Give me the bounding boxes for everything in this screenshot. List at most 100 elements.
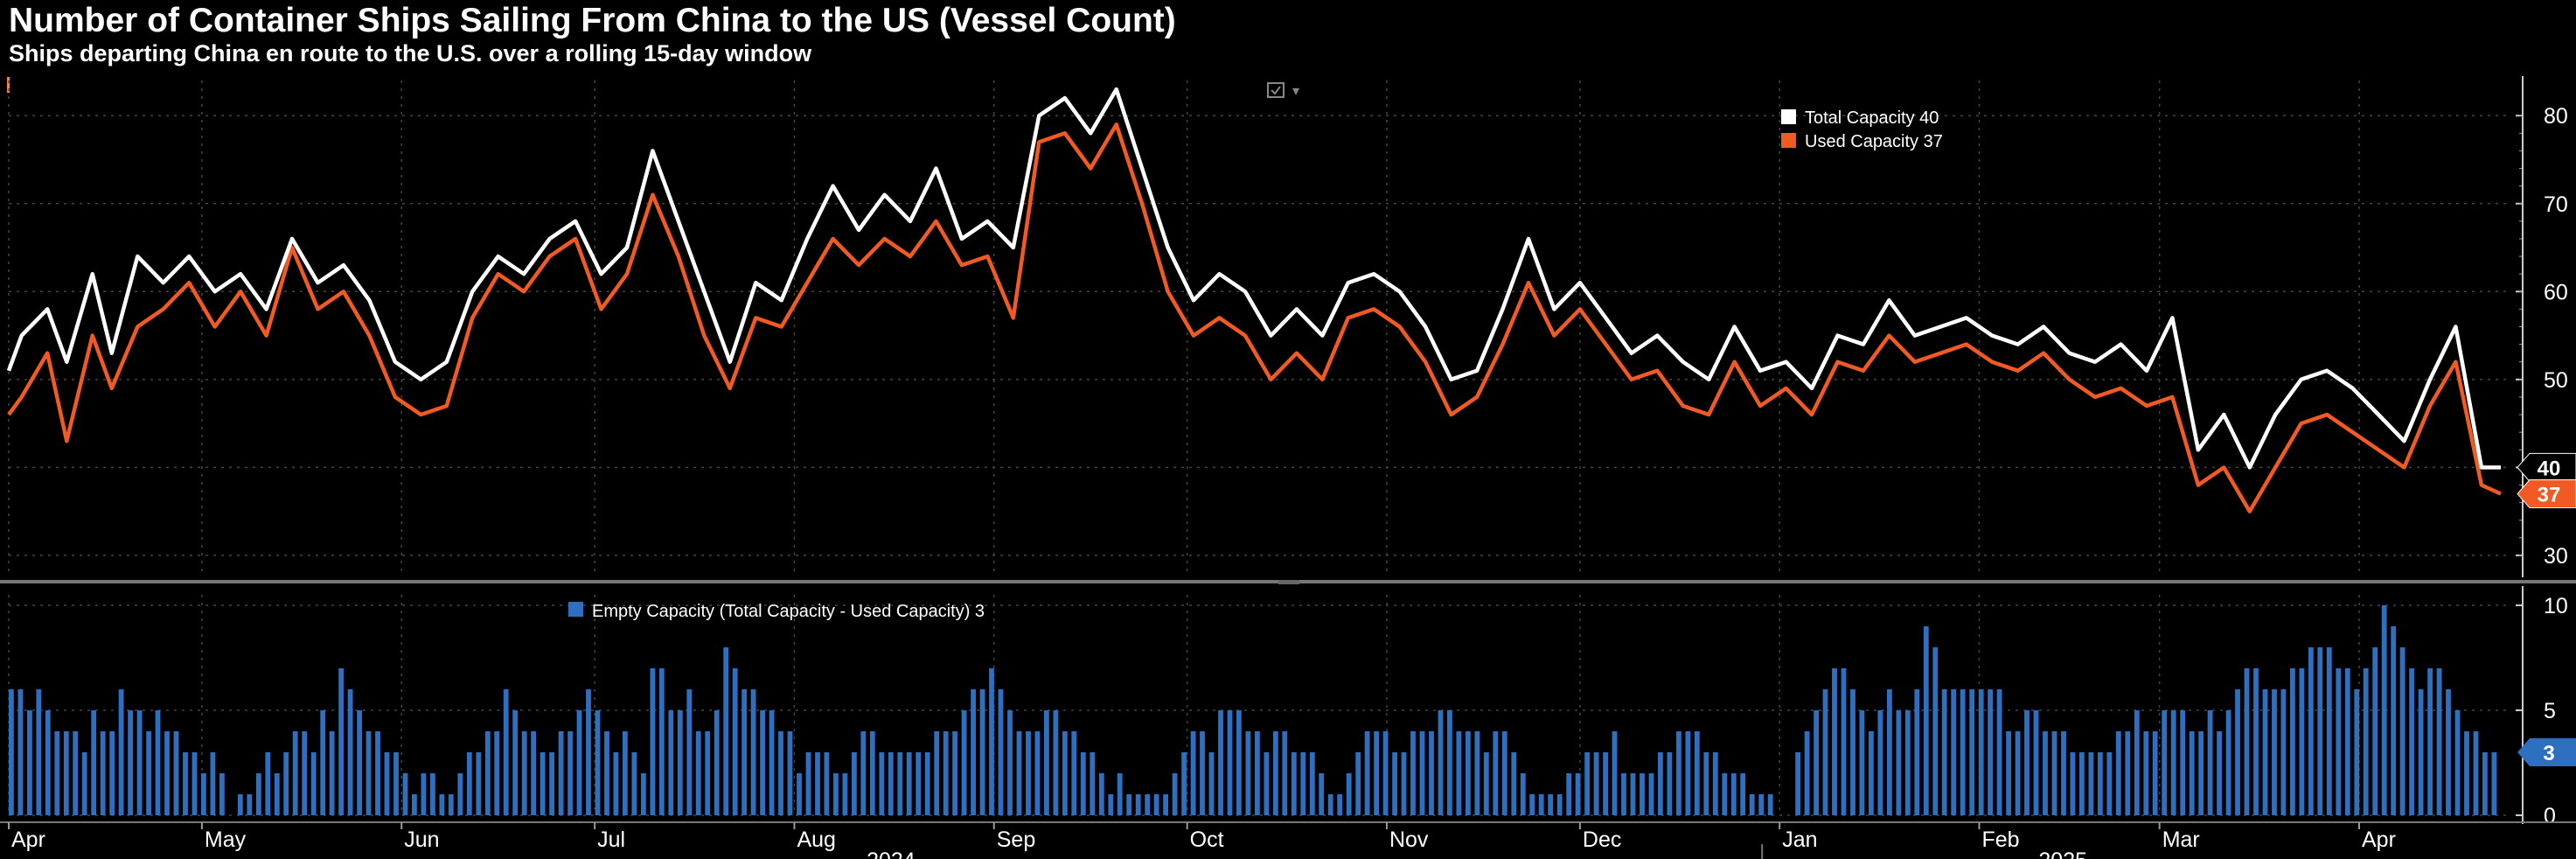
bar (9, 689, 14, 815)
bar (292, 731, 298, 815)
bar (769, 710, 775, 815)
bar (1208, 752, 1215, 815)
bar (1988, 689, 1993, 815)
bar (494, 731, 500, 815)
bar (136, 710, 143, 815)
bar (45, 710, 51, 815)
chart-title: Number of Container Ships Sailing From C… (9, 2, 1176, 39)
bar (1887, 689, 1892, 815)
bar (714, 710, 720, 815)
bar (2125, 731, 2131, 815)
bar (2326, 647, 2332, 815)
bar (1712, 752, 1718, 815)
y-tick-label-bottom: 10 (2544, 594, 2568, 618)
x-year-label: 2025 (2038, 849, 2087, 859)
bar (1978, 689, 1984, 815)
bar (1117, 773, 1123, 815)
x-tick-label: Oct (1190, 828, 1224, 852)
bar (1749, 794, 1755, 815)
bar (1346, 773, 1352, 815)
bar (952, 731, 957, 815)
bar (1181, 752, 1187, 815)
bar (2024, 710, 2029, 815)
badge-empty: 3 (2517, 738, 2576, 766)
bar (2235, 689, 2240, 815)
bar (741, 689, 747, 815)
bar (1172, 773, 1178, 815)
bar (1996, 689, 2002, 815)
bar (558, 731, 564, 815)
legend-label-total: Total Capacity 40 (1805, 108, 1939, 128)
bar (146, 731, 151, 815)
bar (658, 668, 665, 815)
x-tick-label: Apr (11, 828, 45, 852)
bar (1640, 773, 1645, 815)
bar (329, 731, 335, 815)
bar (302, 731, 308, 815)
y-tick-label-top: 70 (2544, 192, 2568, 217)
bar (2225, 710, 2231, 815)
bar (631, 752, 637, 815)
bar (1410, 731, 1416, 815)
bar (650, 668, 656, 815)
panel-resize-handle[interactable] (1278, 580, 1299, 584)
legend-label-used: Used Capacity 37 (1805, 132, 1943, 151)
bar (916, 752, 922, 815)
bar (393, 752, 399, 815)
bar (2070, 752, 2076, 815)
bar (1969, 689, 1975, 815)
bar (549, 752, 554, 815)
bar (641, 773, 646, 815)
bar (173, 731, 179, 815)
bar (1501, 731, 1507, 815)
bar (623, 731, 628, 815)
x-tick-label: Nov (1389, 828, 1429, 852)
bar (567, 731, 573, 815)
y-tick-label-bottom: 5 (2544, 699, 2556, 723)
bar (1603, 752, 1608, 815)
bar (512, 710, 519, 815)
bar (2446, 689, 2451, 815)
bar (2381, 605, 2387, 815)
bar (2143, 731, 2149, 815)
bar (2162, 710, 2168, 815)
bar (210, 752, 216, 815)
bar (879, 752, 885, 815)
bar (1923, 626, 1929, 815)
bar (1630, 773, 1636, 815)
bar (888, 752, 894, 815)
bar (1447, 710, 1452, 815)
bar (750, 689, 756, 815)
bar (1108, 794, 1114, 815)
series-line-total-capacity (6, 87, 2501, 470)
bar (1466, 731, 1471, 815)
bar (1007, 710, 1013, 815)
bottom-panel (9, 605, 2497, 815)
bar (1758, 794, 1765, 815)
bar (1374, 731, 1379, 815)
y-tick-label-top: 30 (2544, 544, 2568, 569)
left-accent-bar (7, 77, 10, 93)
bar (183, 752, 188, 815)
bar (155, 710, 161, 815)
bar (1264, 752, 1270, 815)
bar (1804, 731, 1810, 815)
bar (1566, 773, 1572, 815)
bar (1163, 794, 1168, 815)
bar (1529, 794, 1535, 815)
bar (971, 689, 976, 815)
bar (1044, 710, 1049, 815)
y-tick-label-top: 60 (2544, 280, 2568, 304)
bar (2033, 710, 2039, 815)
bar (1483, 752, 1489, 815)
bar (283, 752, 289, 815)
bar (1694, 731, 1700, 815)
bar (1904, 710, 1911, 815)
bar (109, 731, 115, 815)
bar (1932, 647, 1939, 815)
bar (1080, 752, 1086, 815)
bar (924, 752, 930, 815)
bar (2308, 647, 2314, 815)
chart-options-icon[interactable]: ▾ (1267, 82, 1299, 99)
bar (2427, 668, 2433, 815)
